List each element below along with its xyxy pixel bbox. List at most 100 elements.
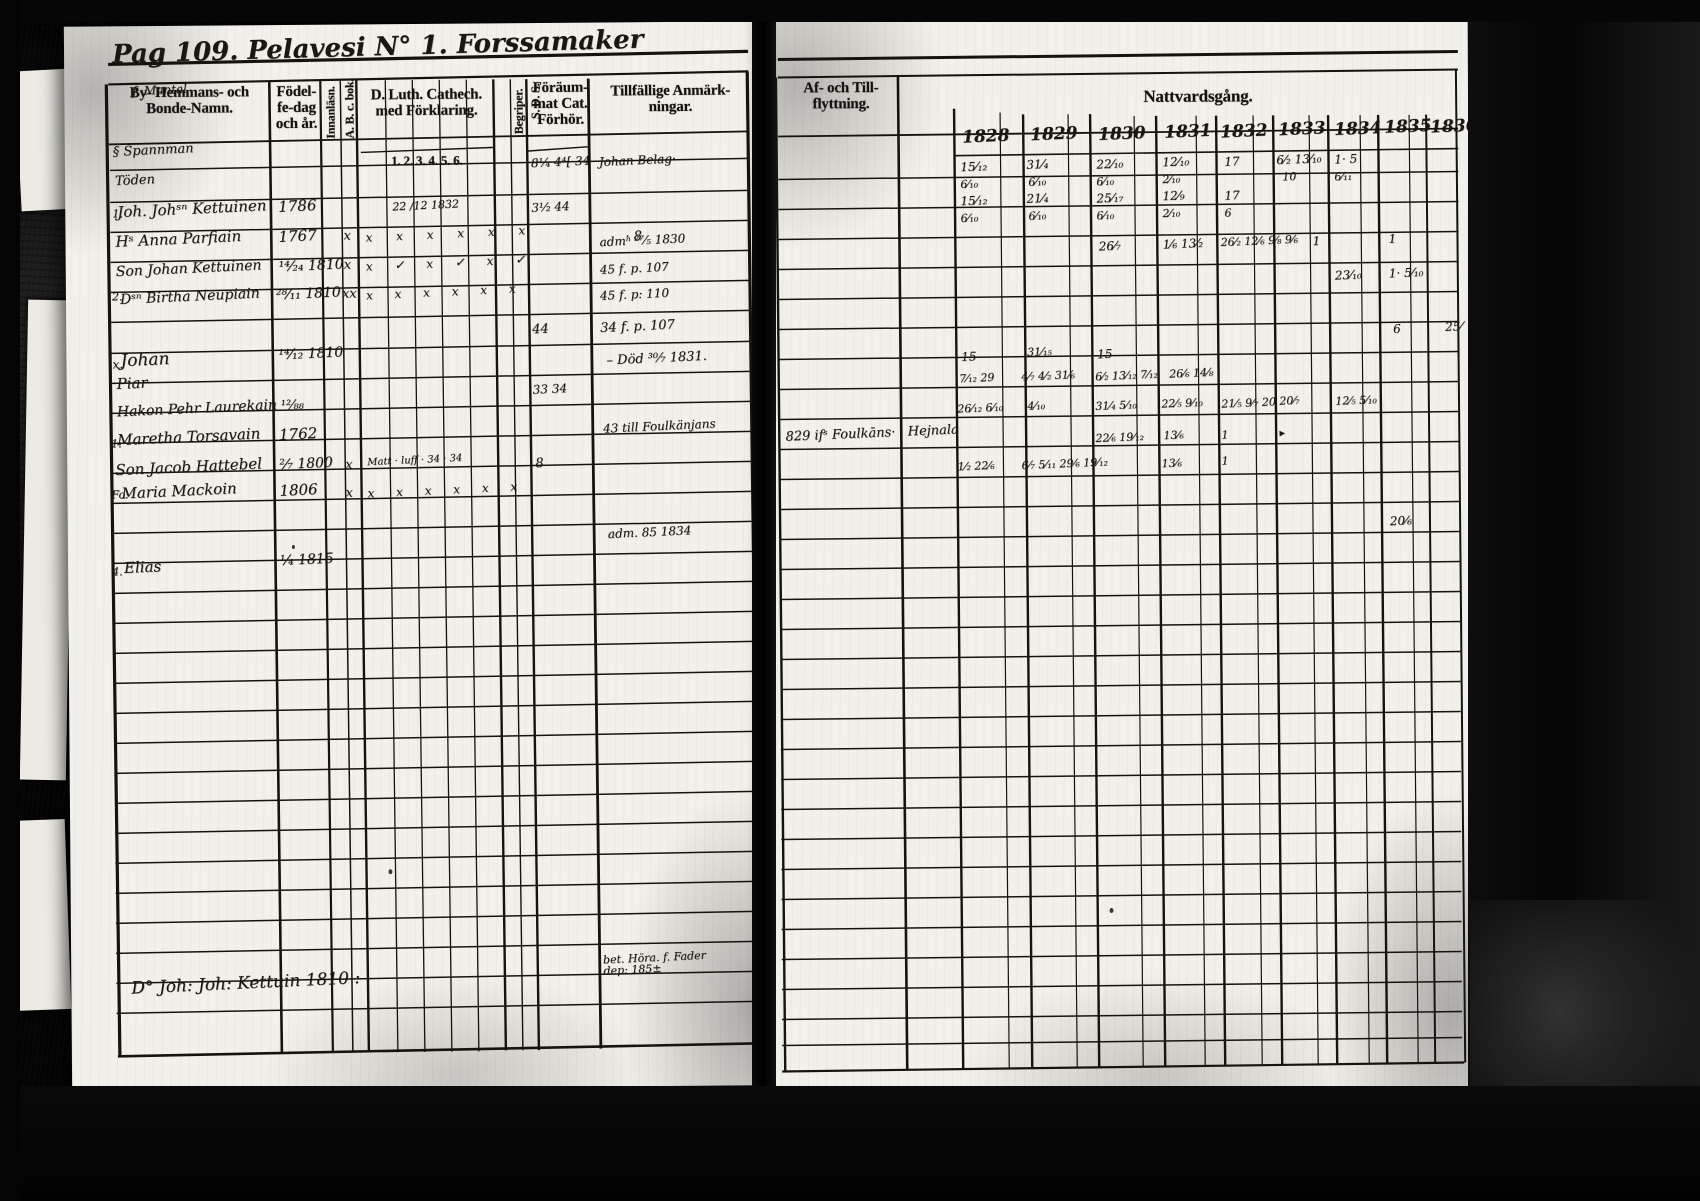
row-forsummat: 3¹⁄₂ 44	[530, 199, 570, 215]
communion-cell: 6	[1224, 206, 1232, 220]
communion-cell: 21⁄₅ 9⁄₇ 20	[1221, 395, 1277, 411]
communion-cell: 10	[1282, 169, 1297, 184]
communion-cell: 1	[1221, 454, 1229, 468]
communion-cell: 1⁄₆ 13⁄₂	[1162, 235, 1204, 252]
communion-cell: 15⁄₁₂	[960, 159, 988, 175]
row-name: Piar	[116, 373, 149, 393]
communion-cell: 26⁄₇	[1098, 238, 1122, 254]
communion-cell: 1⁄₂ 22⁄₆	[957, 458, 995, 474]
communion-cell: 6⁄₂ 13⁄₁₂ 7⁄₁₂	[1094, 367, 1159, 384]
row-name: Johan	[119, 349, 170, 372]
row-name: Elias	[123, 557, 162, 578]
ink-blot	[1109, 908, 1114, 914]
communion-cell: 6	[1392, 321, 1401, 336]
left-page-ruling	[104, 49, 762, 1058]
row-forsummat: 8	[534, 455, 544, 472]
year-header-1835: 1835	[1383, 115, 1432, 138]
header-cathechism-numbers: 1. 2. 3. 4. 5. 6.	[391, 152, 463, 169]
header-af-och-tillflyttning: Af- och Till- flyttning.	[803, 80, 879, 113]
communion-cell: 13⁄₆	[1161, 456, 1183, 471]
header-innanlasn: Innanläsn.	[323, 86, 338, 139]
communion-cell: ▸	[1279, 426, 1286, 440]
row-marks: x	[343, 257, 352, 273]
row-birth: 1762	[278, 424, 318, 444]
communion-cell: 7⁄₁₂ 29	[958, 370, 995, 386]
row-birth: ¹⁄₄ 1815	[279, 550, 335, 570]
row-birth: ²⁸⁄₁₁ 1810	[275, 284, 342, 304]
row-forsummat: 44	[531, 321, 550, 338]
row-note: 45 f. p: 110	[599, 285, 670, 303]
communion-cell: 6⁄₁₀	[960, 177, 979, 192]
row-note: Johan Belag·	[598, 151, 677, 170]
manual-annotation: f. Mantal	[132, 81, 188, 99]
communion-cell: 26⁄₂ 12⁄₆ 9⁄₈ 9⁄₆	[1220, 232, 1299, 250]
communion-cell: 15	[960, 349, 977, 364]
row-note: 34 f. p. 107	[599, 317, 676, 336]
row-marks: xx	[341, 286, 357, 302]
row-birth: 1767	[278, 226, 318, 246]
communion-cell: 6⁄₁₀	[1096, 208, 1115, 223]
communion-cell: 20⁄₆	[1389, 513, 1413, 529]
communion-cell: 31⁄₁₅	[1026, 344, 1053, 359]
left-dark-band	[0, 0, 20, 1201]
right-page-ruling	[774, 50, 1467, 1073]
communion-cell: 4⁄₇ 4⁄₂ 31⁄₆	[1020, 368, 1076, 384]
communion-cell: 1· 5⁄₁₀	[1388, 265, 1424, 281]
communion-cell: 23⁄₁₀	[1334, 267, 1362, 283]
ink-blot	[388, 869, 393, 875]
year-header-1834: 1834	[1333, 117, 1382, 140]
communion-cell: 2⁄₁₀	[1162, 172, 1181, 187]
communion-cell: 26⁄₁₂ 6⁄₁₀	[957, 400, 1004, 416]
row-birth: ¹⁴⁄₂₄ 1810	[278, 256, 344, 276]
year-header-1832: 1832	[1219, 120, 1268, 143]
row-note: 45 f. p. 107	[599, 259, 669, 277]
row-marks: x	[345, 457, 353, 473]
year-header-1828: 1828	[961, 125, 1010, 148]
communion-cell: 6⁄₁₀	[960, 211, 979, 226]
communion-cell: 1	[1312, 233, 1321, 249]
row-birth: ¹⁴⁄₁₂ 1810	[278, 344, 344, 364]
communion-cell: 17	[1223, 154, 1240, 169]
communion-cell: 13⁄₆	[1163, 428, 1185, 443]
communion-cell: 31⁄₄ 5⁄₁₀	[1095, 398, 1138, 413]
communion-cell: 2⁄₁₀	[1162, 206, 1181, 221]
communion-cell: 21⁄₄	[1026, 190, 1049, 206]
communion-cell: 12⁄₁₀	[1162, 154, 1190, 170]
header-nattvardsgang: Nattvardsgång.	[1143, 86, 1253, 106]
communion-cell: 6⁄₁₀	[1096, 174, 1115, 189]
row-grades: 22 /12 1832	[391, 197, 460, 214]
header-begriper: Begriper.	[511, 88, 526, 134]
row-name: Töden	[114, 172, 156, 190]
row-note: adm. 85 1834	[607, 523, 692, 542]
row-note: admⁿ ²⁷⁄₅ 1830	[599, 231, 686, 250]
communion-cell: 22⁄₅ 9⁄₁₀	[1161, 395, 1204, 411]
communion-cell: 22⁄₁₀	[1096, 156, 1124, 172]
page-gutter	[752, 0, 776, 1201]
communion-cell: 15	[1096, 346, 1113, 362]
year-header-1833: 1833	[1277, 118, 1326, 141]
communion-cell: 1	[1221, 428, 1229, 442]
communion-cell: 17	[1224, 188, 1241, 203]
communion-cell: 31⁄₄	[1026, 156, 1049, 172]
row-birth: 1786	[277, 196, 317, 216]
communion-cell: 6⁄₁₀	[1028, 174, 1047, 189]
communion-cell: 25⁄	[1444, 319, 1463, 334]
header-abc-bok: A. B. c. bok.	[342, 78, 357, 139]
header-cathechism: D. Luth. Cathech. med Förklaring.	[370, 86, 483, 120]
communion-cell: 1	[1388, 231, 1397, 246]
year-header-1830: 1830	[1097, 122, 1146, 145]
communion-cell: 6⁄₇ 5⁄₁₁ 29⁄₆ 19⁄₁₂	[1021, 455, 1109, 473]
header-fodelse: Födel- fe-dag och år.	[275, 83, 318, 132]
communion-cell: 25⁄₁₇	[1096, 190, 1124, 206]
row-forsummat: 33 34	[532, 381, 568, 397]
row-marks: x	[343, 228, 351, 244]
communion-cell: 12⁄₉	[1162, 188, 1185, 204]
communion-cell: 1· 5	[1333, 151, 1358, 167]
communion-cell: 26⁄₆ 14⁄₈	[1168, 365, 1214, 381]
row-birth: ¹²⁄₈₈	[280, 397, 305, 414]
row-birth: 1806	[279, 480, 319, 500]
year-header-1829: 1829	[1029, 123, 1078, 146]
communion-cell: 6⁄₁₁	[1334, 169, 1353, 184]
communion-cell: 6⁄₁₀	[1028, 208, 1047, 223]
